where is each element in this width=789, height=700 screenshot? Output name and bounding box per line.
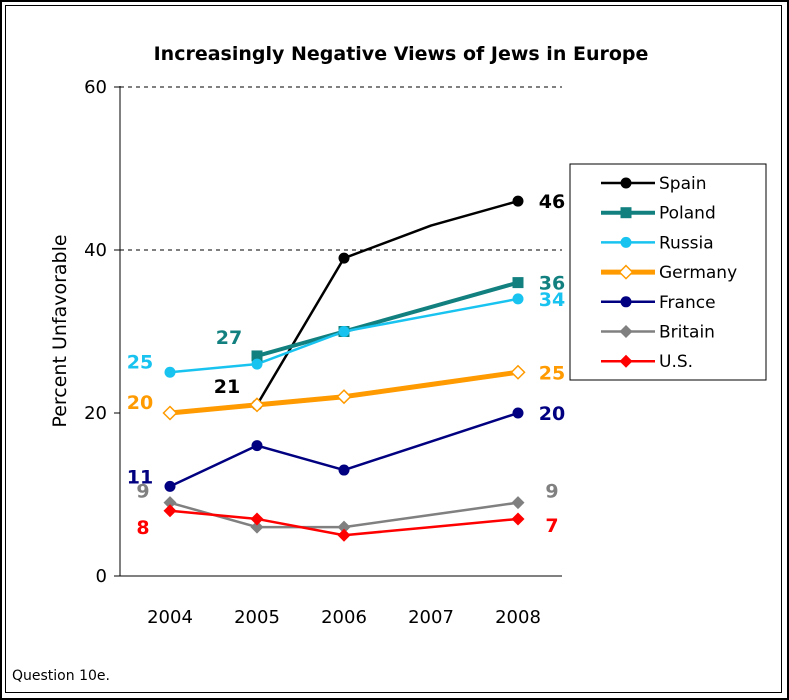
legend-label-germany: Germany (659, 263, 737, 283)
data-point-us (163, 504, 177, 518)
data-point-france (512, 407, 524, 419)
series-line-spain (255, 199, 519, 406)
series-line-poland (256, 280, 519, 358)
x-ticks: 2004 2005 2006 2007 2008 (147, 607, 541, 628)
data-point-france (251, 440, 263, 452)
data-point-germany (510, 364, 526, 380)
data-label: 34 (539, 289, 565, 311)
legend-label-france: France (659, 293, 716, 313)
data-point-russia (164, 366, 176, 378)
y-axis-label: Percent Unfavorable (49, 234, 71, 427)
data-labels: 21 46 27 36 25 34 20 25 11 20 9 9 8 7 (127, 191, 565, 539)
data-label: 21 (214, 376, 240, 398)
data-point-spain (338, 252, 350, 264)
data-label: 25 (127, 351, 153, 373)
data-point-spain (512, 195, 524, 207)
data-point-france (164, 480, 176, 492)
data-point-us (250, 512, 264, 526)
y-tick-label: 40 (84, 240, 107, 261)
data-label: 9 (136, 481, 149, 503)
data-point-germany (162, 405, 178, 421)
data-point-france (338, 464, 350, 476)
data-point-poland (251, 350, 263, 362)
footnote: Question 10e. (12, 668, 110, 684)
legend-label-russia: Russia (659, 233, 714, 253)
chart-frame-inner (5, 5, 782, 693)
legend-label-poland: Poland (659, 204, 716, 224)
data-point-germany (249, 397, 265, 413)
y-tick-label: 0 (96, 566, 107, 587)
data-label: 7 (545, 515, 558, 537)
data-label: 36 (539, 273, 565, 295)
legend-marker-spain (620, 177, 632, 189)
data-label: 25 (539, 362, 565, 384)
data-label: 46 (539, 191, 565, 213)
chart-title: Increasingly Negative Views of Jews in E… (154, 43, 649, 65)
y-tick-label: 60 (84, 77, 107, 98)
x-tick-label: 2004 (147, 607, 193, 628)
data-point-russia (251, 358, 263, 370)
series-lines (169, 199, 519, 537)
data-point-germany (336, 389, 352, 405)
data-point-us (337, 528, 351, 542)
data-label: 8 (136, 517, 149, 539)
legend-marker-russia (620, 236, 632, 248)
x-tick-label: 2005 (234, 607, 280, 628)
data-point-poland (512, 277, 524, 289)
series-markers (162, 195, 526, 542)
x-tick-label: 2006 (321, 607, 367, 628)
legend-marker-france (620, 296, 632, 308)
data-point-russia (338, 326, 350, 337)
x-tick-label: 2007 (408, 607, 454, 628)
data-label: 9 (545, 481, 558, 503)
x-tick-label: 2008 (495, 607, 541, 628)
data-point-russia (512, 293, 524, 305)
data-label: 20 (539, 403, 565, 425)
legend-label-spain: Spain (659, 174, 707, 194)
data-label: 20 (127, 392, 153, 414)
legend-label-us: U.S. (659, 352, 693, 372)
data-point-us (511, 512, 525, 526)
legend: Spain Poland Russia Germany France Britain U.S… (601, 174, 737, 372)
data-label: 11 (127, 466, 153, 488)
legend-marker-germany (618, 264, 634, 280)
gridlines (120, 86, 562, 251)
data-point-britain (163, 496, 177, 510)
legend-marker-us (619, 354, 633, 368)
legend-label-britain: Britain (659, 323, 715, 343)
legend-marker-poland (620, 207, 632, 219)
data-label: 27 (216, 327, 242, 349)
y-ticks: 0 20 40 60 (84, 77, 120, 587)
data-point-britain (511, 496, 525, 510)
y-tick-label: 20 (84, 403, 107, 424)
data-point-britain (250, 520, 264, 534)
data-point-britain (337, 520, 351, 534)
legend-marker-britain (619, 325, 633, 338)
